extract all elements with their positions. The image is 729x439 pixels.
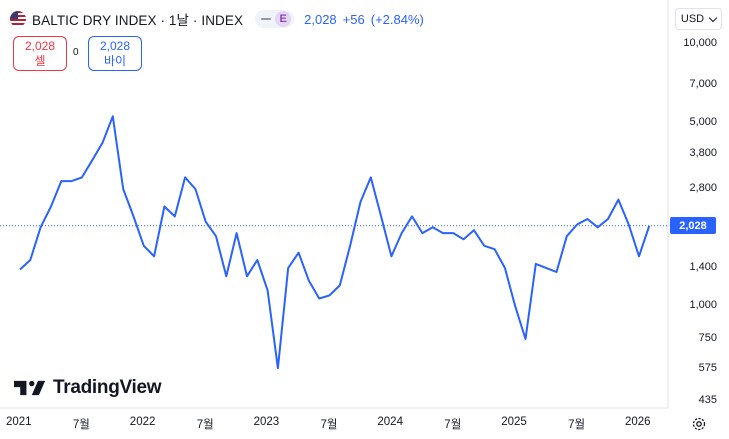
time-axis-tick: 2023 bbox=[253, 416, 280, 428]
time-axis-tick: 2026 bbox=[625, 416, 651, 428]
buy-label: 바이 bbox=[103, 54, 127, 68]
current-price-tag: 2,028 bbox=[670, 217, 716, 235]
tradingview-logo[interactable]: TradingView bbox=[14, 377, 162, 399]
price-summary: 2,028 +56 (+2.84%) bbox=[304, 12, 424, 27]
time-axis-tick: 2024 bbox=[377, 416, 403, 428]
price-axis-tick: 1,400 bbox=[689, 260, 717, 273]
sell-price: 2,028 bbox=[24, 39, 56, 53]
last-price: 2,028 bbox=[304, 11, 337, 27]
currency-selector[interactable]: USD bbox=[675, 8, 722, 30]
visibility-toggle[interactable]: E bbox=[255, 10, 295, 28]
price-axis-tick: 3,800 bbox=[689, 147, 717, 160]
time-axis-tick: 7월 bbox=[568, 419, 586, 431]
time-axis-tick: 7월 bbox=[72, 419, 90, 431]
time-axis-tick: 2021 bbox=[6, 416, 32, 428]
buy-button[interactable]: 2,028 바이 bbox=[88, 36, 142, 71]
us-flag-icon bbox=[10, 11, 26, 27]
settings-gear-icon[interactable] bbox=[691, 416, 707, 432]
time-axis-tick: 7월 bbox=[444, 419, 462, 431]
currency-label: USD bbox=[680, 13, 705, 25]
price-axis-tick: 575 bbox=[698, 362, 717, 375]
symbol-title[interactable]: BALTIC DRY INDEX · 1날 · INDEX bbox=[32, 13, 244, 28]
symbol-header[interactable]: BALTIC DRY INDEX · 1날 · INDEX E 2,028 +5… bbox=[10, 9, 424, 29]
price-series-line bbox=[19, 115, 651, 370]
buy-price: 2,028 bbox=[99, 39, 131, 53]
time-axis-tick: 7월 bbox=[320, 419, 338, 431]
price-axis-tick: 1,000 bbox=[689, 299, 717, 312]
price-axis-tick: 10,000 bbox=[683, 37, 717, 49]
tradingview-logo-text: TradingView bbox=[53, 377, 162, 398]
price-change: +56 bbox=[342, 11, 365, 27]
tradingview-logo-icon bbox=[14, 380, 46, 396]
spread-value: 0 bbox=[73, 47, 79, 58]
chevron-down-icon bbox=[708, 13, 718, 22]
exchange-badge: E bbox=[275, 11, 292, 27]
price-axis-tick: 7,000 bbox=[689, 77, 717, 90]
price-change-percent: (+2.84%) bbox=[370, 11, 424, 27]
minus-icon bbox=[261, 18, 272, 20]
sell-label: 셀 bbox=[34, 54, 46, 68]
time-axis-tick: 7월 bbox=[196, 419, 214, 431]
sell-button[interactable]: 2,028 셀 bbox=[13, 36, 67, 71]
price-axis-tick: 5,000 bbox=[689, 115, 717, 128]
time-axis-tick: 2025 bbox=[501, 416, 527, 428]
price-axis-tick: 435 bbox=[698, 394, 717, 406]
price-axis-tick: 750 bbox=[698, 331, 717, 344]
time-axis-tick: 2022 bbox=[129, 416, 156, 428]
price-axis-tick: 2,800 bbox=[689, 181, 717, 194]
